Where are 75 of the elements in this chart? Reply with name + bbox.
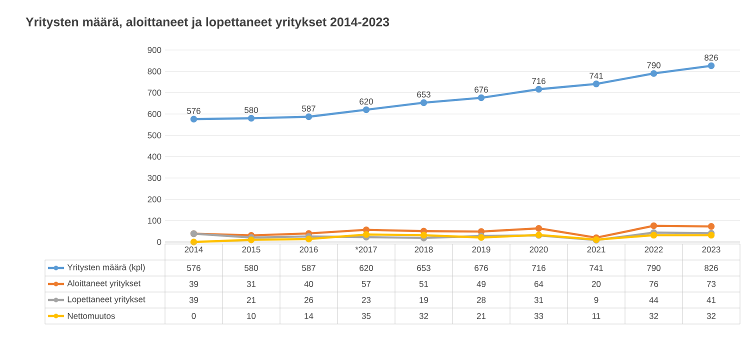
data-label: 44 bbox=[649, 297, 658, 303]
data-label: 587 bbox=[302, 265, 316, 271]
x-tick-label: 2019 bbox=[472, 246, 490, 253]
annotation: 790 bbox=[647, 62, 660, 68]
data-label: 741 bbox=[590, 265, 603, 271]
data-label: 826 bbox=[704, 265, 718, 271]
data-label: 26 bbox=[304, 297, 314, 303]
annotation: 580 bbox=[244, 107, 258, 114]
data-label: 9 bbox=[594, 297, 598, 303]
y-tick-label: 900 bbox=[148, 47, 162, 53]
y-tick-label: 500 bbox=[148, 132, 162, 138]
data-label: 716 bbox=[532, 265, 546, 271]
data-label: 31 bbox=[246, 281, 256, 287]
data-label: 49 bbox=[476, 281, 486, 287]
data-label: 39 bbox=[189, 281, 198, 287]
data-label: 620 bbox=[360, 265, 373, 271]
x-tick-label: 2014 bbox=[184, 246, 203, 253]
annotation: 653 bbox=[417, 92, 430, 98]
annotation: 826 bbox=[704, 54, 718, 61]
data-label: 51 bbox=[419, 281, 428, 287]
x-tick-label: 2015 bbox=[242, 246, 260, 253]
x-tick-label: 2023 bbox=[702, 246, 720, 253]
annotation: 587 bbox=[302, 106, 316, 112]
x-tick-label: 2022 bbox=[644, 246, 663, 253]
x-tick-label: *2017 bbox=[355, 246, 377, 253]
data-label: 576 bbox=[187, 265, 200, 271]
data-label: 20 bbox=[592, 281, 601, 287]
data-label: 33 bbox=[534, 313, 544, 319]
y-tick-label: 200 bbox=[148, 196, 162, 202]
data-label: 790 bbox=[647, 265, 660, 271]
data-label: 32 bbox=[419, 313, 428, 319]
data-label: 35 bbox=[362, 313, 371, 319]
data-label: 28 bbox=[476, 297, 486, 303]
data-label: 76 bbox=[649, 281, 658, 287]
data-label: 73 bbox=[706, 281, 716, 287]
y-tick-label: 800 bbox=[148, 68, 162, 74]
chart-title: Yritysten määrä, aloittaneet ja lopettaneet yritykset 2014-2023 bbox=[26, 17, 390, 29]
y-tick-label: 700 bbox=[148, 90, 162, 96]
data-label: 41 bbox=[706, 297, 716, 303]
y-tick-label: 100 bbox=[148, 218, 162, 224]
data-label: 64 bbox=[534, 281, 544, 287]
data-label: 653 bbox=[417, 265, 430, 271]
data-label: 23 bbox=[362, 297, 371, 303]
y-tick-label: 0 bbox=[157, 239, 162, 245]
data-label: 676 bbox=[474, 265, 488, 271]
y-tick-label: 400 bbox=[148, 154, 162, 160]
data-label: 10 bbox=[247, 313, 256, 319]
data-label: 14 bbox=[304, 313, 314, 319]
data-label: 32 bbox=[706, 313, 716, 319]
legend-label: Lopettaneet yritykset bbox=[68, 296, 146, 304]
data-label: 21 bbox=[246, 297, 256, 303]
legend-label: Aloittaneet yritykset bbox=[67, 280, 141, 288]
x-tick-label: 2020 bbox=[530, 246, 548, 253]
legend-label: Yritysten määrä (kpl) bbox=[67, 264, 145, 272]
data-label: 21 bbox=[476, 313, 486, 319]
annotation: 620 bbox=[360, 98, 373, 105]
data-label: 32 bbox=[649, 313, 658, 319]
data-label: 31 bbox=[534, 297, 544, 303]
y-tick-label: 600 bbox=[148, 111, 162, 117]
data-label: 11 bbox=[592, 313, 600, 319]
annotation: 716 bbox=[532, 78, 546, 84]
legend-label: Nettomuutos bbox=[68, 313, 115, 319]
x-tick-label: 2018 bbox=[414, 246, 433, 253]
data-label: 580 bbox=[244, 265, 258, 271]
annotation: 576 bbox=[187, 108, 200, 114]
data-label: 39 bbox=[189, 297, 198, 303]
annotation: 741 bbox=[590, 72, 603, 79]
data-label: 57 bbox=[362, 281, 371, 287]
data-label: 40 bbox=[304, 281, 314, 287]
data-label: 0 bbox=[192, 313, 196, 319]
x-tick-label: 2016 bbox=[300, 246, 318, 253]
y-tick-label: 300 bbox=[148, 175, 162, 181]
annotation: 676 bbox=[474, 86, 488, 93]
data-label: 19 bbox=[420, 297, 428, 303]
x-tick-label: 2021 bbox=[587, 246, 606, 253]
